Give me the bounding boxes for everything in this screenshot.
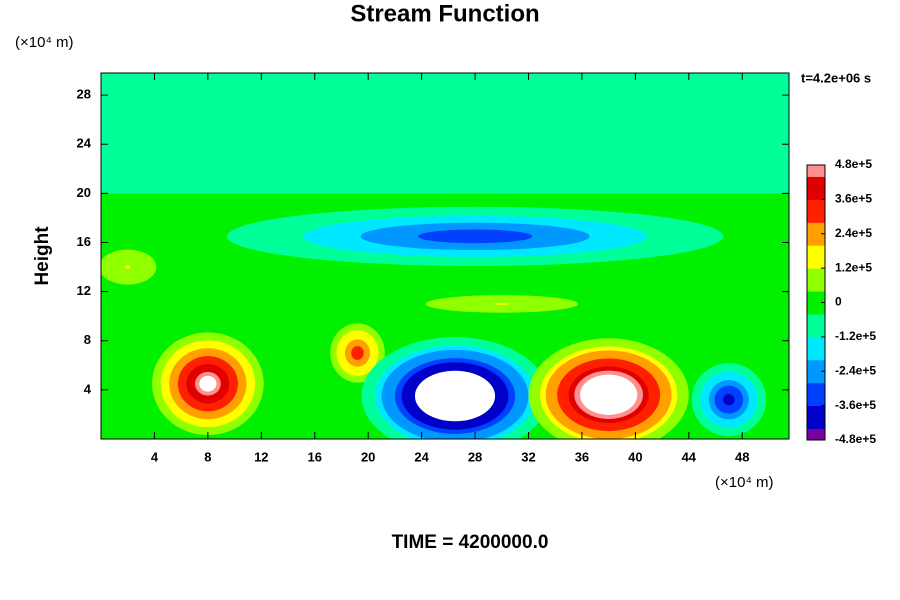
x-tick-label: 48 xyxy=(735,449,749,464)
y-tick-label: 8 xyxy=(84,332,91,347)
x-tick-label: 20 xyxy=(361,449,375,464)
y-tick-label: 4 xyxy=(84,381,92,396)
colorbar-tick-label: 1.2e+5 xyxy=(835,260,872,274)
colorbar-level xyxy=(807,233,825,246)
colorbar-level xyxy=(807,187,825,200)
x-tick-label: 28 xyxy=(468,449,482,464)
contour-level xyxy=(726,396,732,403)
y-unit-label: (×10⁴ m) xyxy=(15,34,74,51)
colorbar-tick-label: 3.6e+5 xyxy=(835,192,872,206)
colorbar-level xyxy=(807,417,825,430)
colorbar-level xyxy=(807,336,825,349)
colorbar-tick-label: 4.8e+5 xyxy=(835,157,872,171)
x-tick-label: 40 xyxy=(628,449,642,464)
x-tick-label: 4 xyxy=(151,449,159,464)
y-axis-label: Height xyxy=(32,226,53,286)
colorbar-tick-label: 2.4e+5 xyxy=(835,226,872,240)
y-tick-label: 24 xyxy=(77,136,92,151)
x-unit-label: (×10⁴ m) xyxy=(715,474,774,491)
y-tick-label: 20 xyxy=(77,185,91,200)
colorbar-level xyxy=(807,394,825,407)
x-tick-label: 8 xyxy=(204,449,211,464)
colorbar-level xyxy=(807,325,825,338)
contour-level xyxy=(124,265,131,269)
x-tick-label: 12 xyxy=(254,449,268,464)
time-annotation: t=4.2e+06 s xyxy=(801,70,871,85)
colorbar-level xyxy=(807,313,825,326)
colorbar-tick-label: 0 xyxy=(835,295,842,309)
colorbar-level xyxy=(807,210,825,223)
x-tick-label: 36 xyxy=(575,449,589,464)
colorbar-tick-label: -3.6e+5 xyxy=(835,398,876,412)
colorbar-level xyxy=(807,256,825,269)
colorbar-level xyxy=(807,348,825,361)
colorbar-level xyxy=(807,371,825,384)
colorbar-level xyxy=(807,291,825,303)
x-tick-label: 24 xyxy=(414,449,429,464)
contour-level xyxy=(355,350,360,356)
colorbar-level xyxy=(807,302,825,315)
contour-level xyxy=(448,391,462,401)
field xyxy=(101,73,789,439)
colorbar-tick-label: -2.4e+5 xyxy=(835,363,876,377)
colorbar-tick-label: -4.8e+5 xyxy=(835,432,876,446)
colorbar-level xyxy=(807,428,825,441)
x-tick-label: 32 xyxy=(521,449,535,464)
contour-level xyxy=(455,234,495,239)
colorbar-level xyxy=(807,165,825,177)
contour-level xyxy=(494,303,510,305)
colorbar-level xyxy=(807,176,825,189)
contour-level xyxy=(602,390,615,399)
colorbar-level xyxy=(807,245,825,258)
plot-frame xyxy=(100,72,790,440)
footer: TIME = 4200000.0 xyxy=(392,532,549,553)
colorbar-level xyxy=(807,382,825,395)
colorbar-level xyxy=(807,268,825,281)
y-tick-label: 28 xyxy=(77,87,91,102)
x-tick-label: 44 xyxy=(682,449,697,464)
x-tick-label: 16 xyxy=(308,449,322,464)
field-band xyxy=(101,73,789,194)
colorbar-tick-label: -1.2e+5 xyxy=(835,329,876,343)
colorbar-level xyxy=(807,199,825,212)
colorbar-level xyxy=(807,279,825,292)
contour-level xyxy=(203,379,213,388)
y-tick-label: 16 xyxy=(77,234,91,249)
chart-title: Stream Function xyxy=(350,0,539,27)
colorbar-level xyxy=(807,222,825,235)
y-tick-label: 12 xyxy=(77,283,91,298)
colorbar-level xyxy=(807,405,825,418)
colorbar-level xyxy=(807,359,825,372)
